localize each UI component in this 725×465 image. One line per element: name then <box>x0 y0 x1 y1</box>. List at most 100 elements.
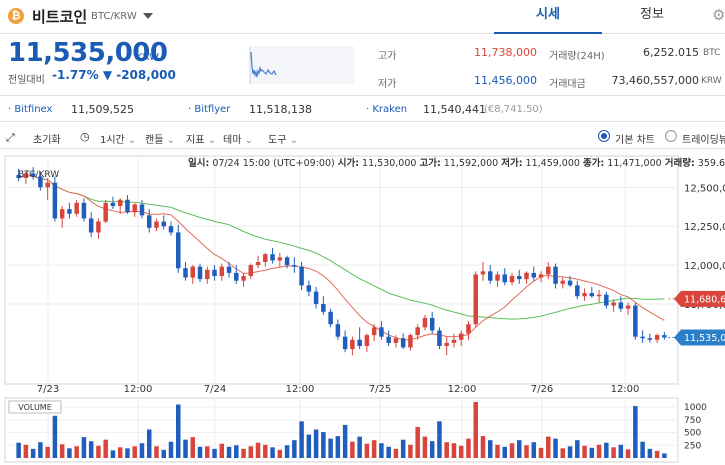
candle-body <box>647 338 653 340</box>
ma-long-polyline <box>18 175 665 320</box>
coin-pair: BTC/KRW <box>91 11 137 22</box>
theme-dropdown[interactable]: 테마 ⌄ <box>223 135 253 146</box>
volume-bar <box>263 444 268 458</box>
candle-body <box>248 265 254 276</box>
exchange-bitflyer-name[interactable]: · Bitflyer <box>188 104 231 115</box>
change-percent: -1.77% <box>52 68 99 82</box>
candle-body <box>67 209 72 214</box>
volume-bar <box>190 437 196 458</box>
volume-bar <box>45 446 50 458</box>
volume-bar <box>393 448 399 458</box>
candle-body <box>480 271 486 275</box>
volume-bar <box>400 439 406 458</box>
y-tick-label: 12,500,000 <box>684 183 725 194</box>
bitcoin-icon: ₿ <box>8 8 24 24</box>
volume-bar <box>96 445 101 458</box>
candle-body <box>342 336 348 350</box>
volume-bar <box>560 448 566 458</box>
volume-bar <box>335 436 341 458</box>
candle-body <box>292 265 297 267</box>
candle-body <box>306 285 312 292</box>
x-tick-label: 12:00 <box>448 384 477 395</box>
volume-bar <box>30 448 36 458</box>
exchange-kraken-price: 11,540,441 <box>423 103 486 116</box>
basic-chart-label[interactable]: 기본 차트 <box>615 135 655 146</box>
candle-body <box>205 269 210 280</box>
indicator-dropdown[interactable]: 지표 ⌄ <box>186 135 216 146</box>
candlestick-chart[interactable]: 12,500,00012,250,00012,000,00011,750,000… <box>0 152 725 465</box>
volume-bar <box>176 404 181 458</box>
tab-info[interactable]: 정보 <box>640 7 664 22</box>
candle-body <box>517 276 522 280</box>
candle-body <box>364 335 370 346</box>
volume-bar <box>81 437 87 458</box>
volume-bar <box>139 443 145 458</box>
tab-quote[interactable]: 시세 <box>494 0 602 34</box>
volume-bar <box>509 443 515 458</box>
candle-body <box>299 266 304 286</box>
exchange-bitfinex-name[interactable]: · Bitfinex <box>8 104 53 115</box>
divider <box>0 121 725 122</box>
chart-grid <box>4 155 679 385</box>
candle-body <box>524 272 529 280</box>
interval-dropdown[interactable]: 1시간 ⌄ <box>100 135 137 146</box>
y-tick-label: 12,250,000 <box>684 222 725 233</box>
candle-body <box>589 293 595 297</box>
chevron-down-icon: ⌄ <box>207 135 216 146</box>
candle-body <box>408 335 413 348</box>
volume-label-box <box>8 400 62 414</box>
reset-button[interactable]: 초기화 <box>33 135 61 146</box>
high-label: 고가 <box>378 51 397 62</box>
candle-body <box>183 268 188 278</box>
volume-bar <box>110 450 116 458</box>
tradingview-label[interactable]: 트레이딩뷰 <box>682 135 725 146</box>
candle-body <box>161 221 166 227</box>
candle-body <box>146 215 152 228</box>
candle-body <box>226 266 232 273</box>
candle-body <box>611 302 616 306</box>
tradingview-radio[interactable] <box>665 130 677 142</box>
volume-bar <box>183 439 188 458</box>
volume-bar <box>67 448 72 458</box>
gear-icon[interactable]: ⚙ <box>712 6 725 24</box>
tools-dropdown[interactable]: 도구 ⌄ <box>268 135 298 146</box>
candle-body <box>125 199 130 213</box>
volume-bar <box>146 429 152 458</box>
volume-bar <box>321 432 326 458</box>
ohlc-readout: 일시: 07/24 15:00 (UTC+09:00) 시가: 11,530,0… <box>188 158 725 169</box>
candle-body <box>117 199 123 206</box>
volume-bar <box>364 443 370 458</box>
x-tick-label: 12:00 <box>286 384 315 395</box>
volume-bar <box>429 441 435 458</box>
volume-bar <box>596 444 602 458</box>
candle-body <box>23 173 29 178</box>
exchange-kraken-name[interactable]: · Kraken <box>366 104 408 115</box>
volume-tick-label: 500 <box>684 429 701 439</box>
exchange-bitfinex-price: 11,509,525 <box>71 103 134 116</box>
volume-bar <box>248 446 254 458</box>
chevron-down-icon: ⌄ <box>244 135 253 146</box>
candle-body <box>154 221 159 228</box>
volume-bar <box>647 448 653 458</box>
basic-chart-radio[interactable] <box>598 130 610 142</box>
coin-name[interactable]: 비트코인 <box>32 8 88 26</box>
chevron-down-icon[interactable] <box>143 13 153 19</box>
volume-bar <box>379 443 384 458</box>
volume-bar <box>125 448 130 458</box>
ma-short-polyline <box>18 175 665 341</box>
volume-bar <box>59 444 65 458</box>
candle-body <box>371 327 377 336</box>
candle-dropdown[interactable]: 캔들 ⌄ <box>145 135 175 146</box>
clock-icon[interactable]: ◷ <box>80 130 90 143</box>
volume-bar <box>502 446 507 458</box>
candle-body <box>190 266 196 278</box>
volume-bar <box>473 402 478 458</box>
candle-body <box>654 335 660 340</box>
volume-bar <box>226 446 232 458</box>
volume-bar <box>531 442 537 458</box>
volume-bar <box>415 426 420 458</box>
fullscreen-icon[interactable]: ⤢ <box>6 131 15 144</box>
volume-unit: BTC <box>703 48 721 58</box>
candle-body <box>567 280 573 286</box>
